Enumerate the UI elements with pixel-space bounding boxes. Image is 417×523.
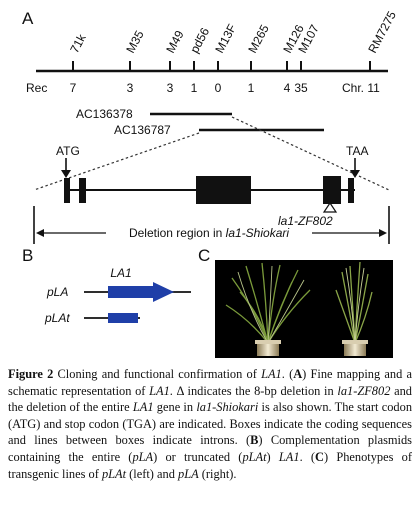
- marker-label: 71k: [67, 31, 89, 56]
- panel-a-label: A: [22, 9, 34, 28]
- clone-label-1: AC136378: [76, 107, 133, 121]
- exon-5: [348, 178, 354, 203]
- marker-ticks: [72, 61, 371, 71]
- marker-label: M13F: [212, 22, 239, 56]
- stop-codon-label: TAA: [346, 144, 368, 158]
- rec-value: 1: [191, 81, 198, 95]
- clone-label-2: AC136787: [114, 123, 171, 137]
- deletion-arrow-left: [36, 229, 44, 237]
- exon-4: [323, 176, 341, 204]
- rec-value: 3: [127, 81, 134, 95]
- figure-caption: Figure 2 Cloning and functional confirma…: [8, 367, 413, 481]
- exon-2: [79, 178, 86, 203]
- figure-panels: A 71k M35 M49 pd56 M13F M265 M126 M107 R…: [22, 8, 399, 358]
- rec-label: Rec: [26, 81, 47, 95]
- deletion-arrow-right: [379, 229, 387, 237]
- rec-value: 7: [70, 81, 77, 95]
- rec-value: 4: [284, 81, 291, 95]
- caption-figure-number: Figure 2: [8, 367, 54, 381]
- exon-1: [64, 178, 70, 203]
- marker-label: pd56: [187, 25, 212, 55]
- zoom-line-right: [231, 116, 390, 191]
- chromosome-label: Chr. 11: [342, 81, 380, 95]
- panel-c-label: C: [198, 246, 210, 265]
- phenotype-photo: [215, 260, 393, 358]
- rec-value: 0: [215, 81, 222, 95]
- plasmid-truncated-bar: [108, 313, 138, 323]
- panel-b-label: B: [22, 246, 33, 265]
- mutation-label: la1-ZF802: [278, 214, 333, 228]
- deletion-label: Deletion region in la1-Shiokari: [129, 226, 289, 240]
- marker-label: M265: [245, 22, 272, 55]
- plasmid-truncated-label: pLAt: [44, 311, 70, 325]
- rec-value: 3: [167, 81, 174, 95]
- marker-label: M49: [163, 28, 186, 55]
- exon-3: [196, 176, 251, 204]
- deletion-triangle-icon: [322, 201, 338, 213]
- plasmid-gene-label: LA1: [110, 266, 131, 280]
- deletion-label-bg: [106, 226, 312, 240]
- plasmid-full-label: pLA: [46, 285, 68, 299]
- start-codon-arrowhead: [61, 170, 71, 178]
- marker-label: M35: [123, 28, 146, 55]
- rec-value: 35: [294, 81, 308, 95]
- rec-value: 1: [248, 81, 255, 95]
- zoom-line-left: [33, 132, 200, 191]
- start-codon-label: ATG: [56, 144, 80, 158]
- stop-codon-arrowhead: [350, 170, 360, 178]
- marker-label: RM7275: [365, 8, 399, 55]
- plasmid-full-arrow: [108, 282, 174, 302]
